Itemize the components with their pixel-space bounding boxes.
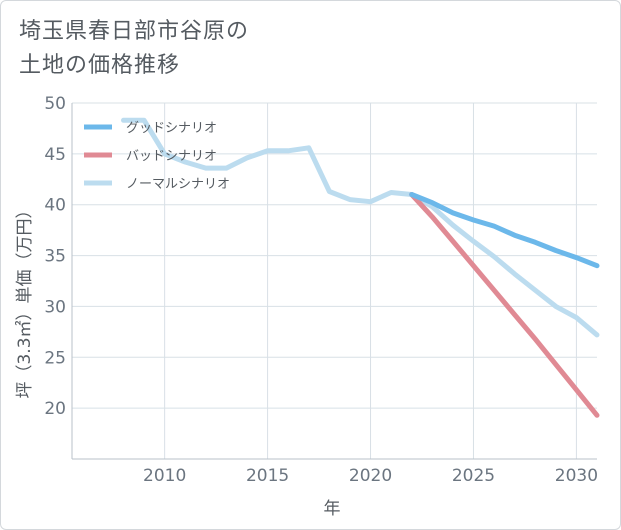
series-line-normal: [121, 117, 600, 338]
x-tick-label-2025: 2025: [452, 466, 495, 486]
y-tick-label-45: 45: [44, 145, 66, 165]
series-layer: [121, 117, 600, 418]
y-axis-label: 坪（3.3㎡）単価（万円）: [15, 201, 35, 398]
legend-label-normal: ノーマルシナリオ: [126, 177, 230, 192]
grid-layer: [72, 102, 597, 459]
x-tick-label-2020: 2020: [349, 466, 392, 486]
x-tick-label-2010: 2010: [143, 466, 186, 486]
chart-title: 埼玉県春日部市谷原の 土地の価格推移: [19, 15, 339, 83]
x-tick-label-2015: 2015: [246, 466, 289, 486]
y-tick-label-20: 20: [44, 399, 66, 419]
y-tick-label-25: 25: [44, 348, 66, 368]
title-line-2: 土地の価格推移: [19, 53, 181, 78]
title-line-1: 埼玉県春日部市谷原の: [19, 19, 250, 44]
series-line-bad: [409, 192, 600, 418]
y-tick-label-40: 40: [44, 196, 66, 216]
legend-label-good: グッドシナリオ: [126, 121, 217, 136]
y-tick-label-50: 50: [44, 94, 66, 114]
legend-label-bad: バッドシナリオ: [126, 149, 217, 164]
series-line-good: [409, 192, 600, 269]
y-tick-label-30: 30: [44, 297, 66, 317]
y-tick-label-35: 35: [44, 247, 66, 267]
x-axis-label: 年: [324, 499, 341, 519]
x-tick-label-2030: 2030: [555, 466, 598, 486]
plot-frame: [71, 103, 597, 460]
